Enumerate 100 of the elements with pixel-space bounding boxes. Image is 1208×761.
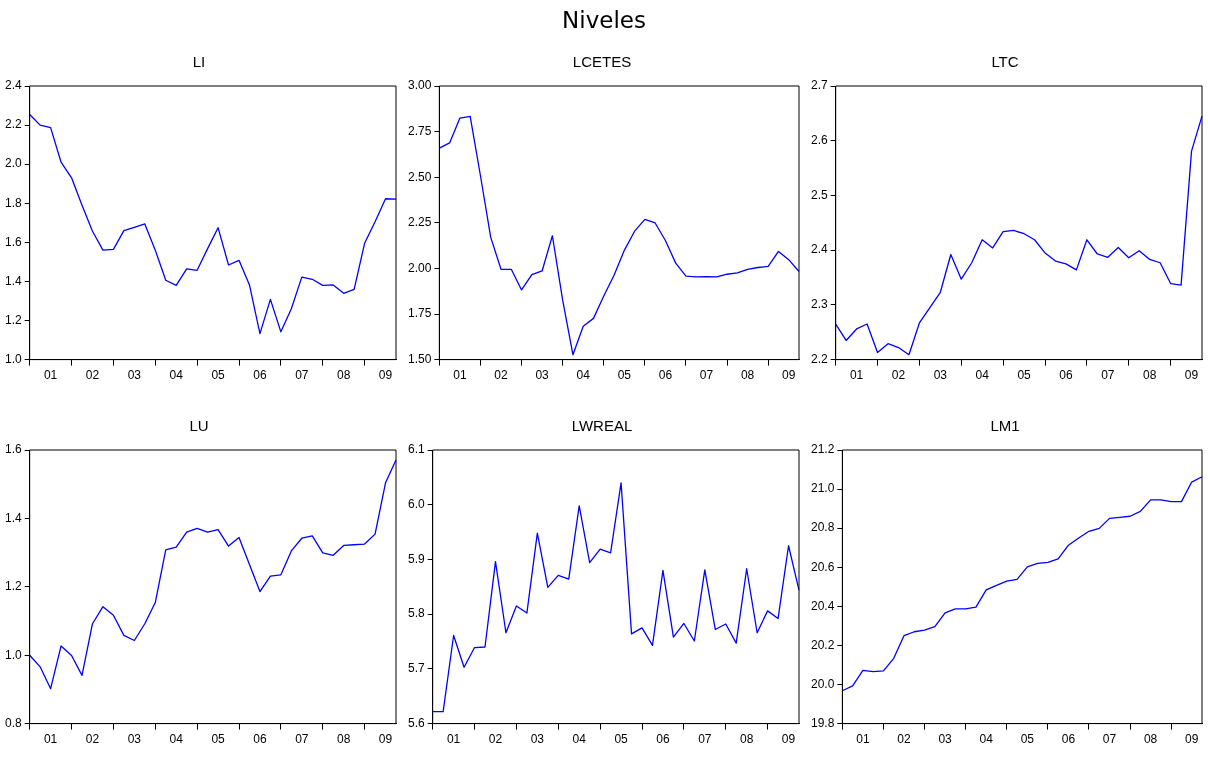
x-tick-label: 09 [1185, 732, 1199, 747]
y-tick-label: 6.1 [407, 442, 425, 457]
chart-title: LCETES [572, 53, 632, 71]
y-tick-label: 5.7 [407, 661, 425, 676]
x-tick-label: 02 [85, 368, 100, 383]
x-tick-label: 02 [85, 732, 100, 747]
x-tick-label: 08 [336, 732, 351, 747]
x-tick-label: 08 [336, 368, 351, 383]
x-tick-label: 08 [1142, 368, 1157, 383]
y-tick-label: 1.8 [4, 195, 22, 210]
y-tick-label: 20.8 [811, 520, 835, 535]
x-tick-label: 02 [897, 732, 911, 747]
x-tick-label: 09 [782, 368, 796, 383]
y-tick-label: 21.2 [811, 442, 835, 457]
y-tick-label: 6.0 [407, 497, 425, 512]
x-tick-label: 07 [698, 732, 712, 747]
y-tick-label: 2.4 [810, 242, 828, 257]
x-tick-label: 05 [211, 732, 226, 747]
x-tick-label: 05 [1017, 368, 1032, 383]
y-tick-label: 2.6 [810, 133, 828, 148]
x-tick-label: 04 [975, 368, 990, 383]
y-tick-label: 1.50 [408, 351, 432, 366]
x-tick-label: 04 [572, 732, 587, 747]
x-tick-label: 02 [494, 368, 508, 383]
x-tick-label: 05 [614, 732, 629, 747]
x-tick-label: 09 [781, 732, 796, 747]
text: Niveles [561, 6, 647, 35]
y-tick-label: 2.2 [4, 117, 22, 132]
x-tick-label: 03 [938, 732, 953, 747]
x-tick-label: 01 [856, 732, 870, 747]
x-tick-label: 08 [1143, 732, 1158, 747]
x-tick-label: 05 [211, 368, 226, 383]
x-tick-label: 04 [576, 368, 591, 383]
chart-title: LI [192, 53, 206, 71]
y-tick-label: 20.2 [811, 637, 835, 652]
y-tick-label: 1.0 [4, 647, 22, 662]
x-tick-label: 06 [658, 368, 673, 383]
y-tick-label: 2.50 [408, 169, 432, 184]
x-tick-label: 09 [378, 732, 393, 747]
y-tick-label: 5.8 [407, 606, 425, 621]
x-tick-label: 03 [127, 368, 142, 383]
y-tick-label: 5.9 [407, 551, 425, 566]
x-tick-label: 07 [295, 368, 309, 383]
x-tick-label: 01 [446, 732, 461, 747]
y-tick-label: 1.2 [4, 579, 22, 594]
y-tick-label: 20.6 [811, 559, 835, 574]
x-tick-label: 01 [849, 368, 864, 383]
y-tick-label: 2.3 [810, 297, 828, 312]
x-tick-label: 05 [1020, 732, 1035, 747]
y-tick-label: 2.75 [408, 123, 432, 138]
x-tick-label: 06 [656, 732, 670, 747]
y-tick-label: 1.6 [4, 234, 22, 249]
y-tick-label: 3.00 [408, 78, 432, 93]
x-tick-label: 04 [169, 732, 184, 747]
y-tick-label: 2.4 [4, 78, 22, 93]
x-tick-label: 03 [530, 732, 545, 747]
chart-title: LWREAL [571, 417, 633, 435]
x-tick-label: 06 [253, 368, 267, 383]
y-tick-label: 1.75 [408, 306, 432, 321]
x-tick-label: 07 [699, 368, 714, 383]
y-tick-label: 1.2 [4, 312, 22, 327]
y-tick-label: 20.0 [811, 676, 835, 691]
x-tick-label: 07 [1102, 732, 1117, 747]
x-tick-label: 01 [43, 732, 58, 747]
y-tick-label: 2.25 [408, 215, 432, 230]
y-tick-label: 1.6 [4, 442, 22, 457]
chart-title: LTC [991, 53, 1019, 71]
chart-title: LM1 [990, 417, 1020, 435]
x-tick-label: 08 [739, 732, 754, 747]
y-tick-label: 1.4 [4, 273, 22, 288]
y-tick-label: 1.4 [4, 510, 22, 525]
x-tick-label: 06 [253, 732, 267, 747]
y-tick-label: 2.0 [4, 156, 22, 171]
y-tick-label: 20.4 [811, 598, 835, 613]
chart-title: LU [189, 417, 209, 435]
x-tick-label: 03 [127, 732, 142, 747]
y-tick-label: 2.5 [810, 187, 828, 202]
y-tick-label: 21.0 [811, 481, 835, 496]
x-tick-label: 06 [1059, 368, 1073, 383]
x-tick-label: 07 [1101, 368, 1115, 383]
x-tick-label: 04 [169, 368, 184, 383]
y-tick-label: 2.2 [810, 351, 828, 366]
y-tick-label: 0.8 [4, 715, 22, 730]
x-tick-label: 01 [43, 368, 58, 383]
y-tick-label: 2.00 [408, 260, 432, 275]
x-tick-label: 03 [933, 368, 948, 383]
x-tick-label: 07 [295, 732, 309, 747]
x-tick-label: 03 [535, 368, 550, 383]
y-tick-label: 2.7 [810, 78, 828, 93]
x-tick-label: 09 [378, 368, 393, 383]
x-tick-label: 09 [1184, 368, 1199, 383]
x-tick-label: 05 [617, 368, 632, 383]
x-tick-label: 06 [1061, 732, 1076, 747]
x-tick-label: 02 [891, 368, 906, 383]
x-tick-label: 08 [740, 368, 755, 383]
x-tick-label: 04 [979, 732, 994, 747]
y-tick-label: 1.0 [4, 351, 22, 366]
y-tick-label: 19.8 [811, 715, 835, 730]
y-tick-label: 5.6 [407, 715, 425, 730]
x-tick-label: 01 [453, 368, 467, 383]
